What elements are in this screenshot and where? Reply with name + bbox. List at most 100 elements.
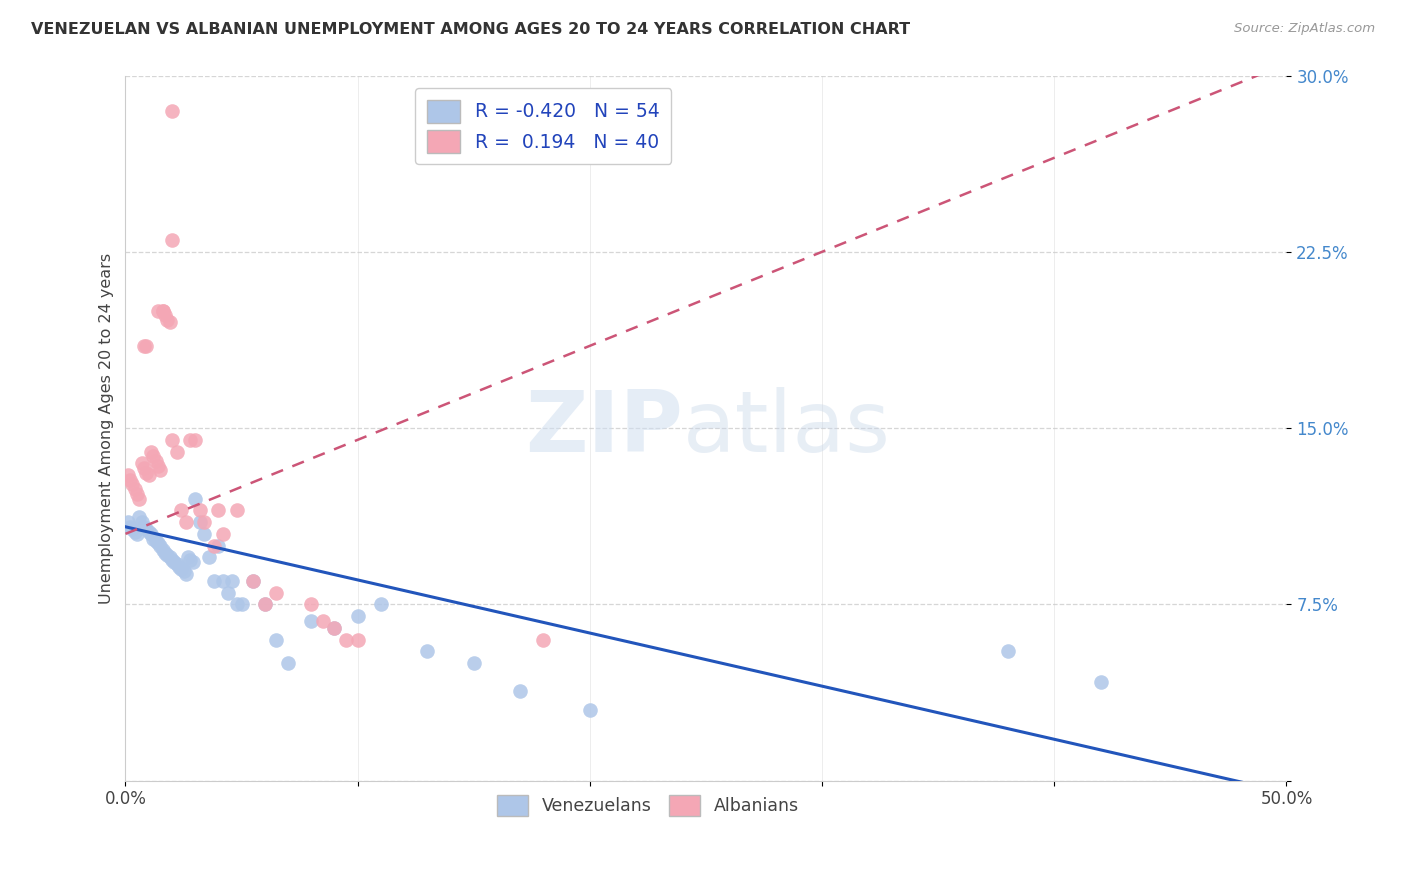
Point xyxy=(299,598,322,612)
Point xyxy=(198,550,221,565)
Point xyxy=(152,303,174,318)
Point xyxy=(160,233,183,247)
Point xyxy=(346,632,368,647)
Point xyxy=(346,609,368,624)
Point xyxy=(253,598,276,612)
Point xyxy=(416,644,439,658)
Point xyxy=(188,515,211,529)
Point xyxy=(221,574,243,588)
Point xyxy=(145,533,167,548)
Point xyxy=(146,458,169,473)
Text: ZIP: ZIP xyxy=(524,386,683,469)
Point xyxy=(509,684,531,698)
Point xyxy=(579,703,602,717)
Point xyxy=(184,491,207,506)
Point xyxy=(117,468,139,483)
Point xyxy=(207,539,229,553)
Point xyxy=(135,466,157,480)
Point xyxy=(323,621,346,635)
Point xyxy=(128,510,150,524)
Point xyxy=(181,555,204,569)
Point xyxy=(193,515,215,529)
Point xyxy=(997,644,1019,658)
Point xyxy=(226,598,249,612)
Point xyxy=(188,503,211,517)
Point xyxy=(299,614,322,628)
Point xyxy=(125,487,148,501)
Point xyxy=(152,303,174,318)
Point xyxy=(159,315,181,329)
Point xyxy=(124,524,146,539)
Point xyxy=(166,444,188,458)
Point xyxy=(125,526,148,541)
Point xyxy=(177,550,200,565)
Point xyxy=(131,515,153,529)
Point xyxy=(266,585,288,599)
Point xyxy=(170,503,193,517)
Point xyxy=(226,503,249,517)
Point xyxy=(242,574,264,588)
Point xyxy=(153,546,176,560)
Point xyxy=(212,526,235,541)
Point xyxy=(277,656,299,670)
Point xyxy=(170,562,193,576)
Point xyxy=(142,450,165,464)
Point xyxy=(231,598,253,612)
Point xyxy=(160,433,183,447)
Point xyxy=(174,515,197,529)
Point xyxy=(135,339,157,353)
Point xyxy=(142,532,165,546)
Point xyxy=(132,520,155,534)
Point xyxy=(166,558,188,572)
Point xyxy=(312,614,335,628)
Point xyxy=(145,454,167,468)
Text: atlas: atlas xyxy=(683,386,891,469)
Point xyxy=(335,632,357,647)
Text: Source: ZipAtlas.com: Source: ZipAtlas.com xyxy=(1234,22,1375,36)
Point xyxy=(149,539,172,553)
Point xyxy=(120,520,142,534)
Point xyxy=(242,574,264,588)
Point xyxy=(128,491,150,506)
Legend: Venezuelans, Albanians: Venezuelans, Albanians xyxy=(488,787,808,825)
Point xyxy=(152,543,174,558)
Point xyxy=(184,433,207,447)
Point xyxy=(153,308,176,322)
Point xyxy=(138,468,160,483)
Point xyxy=(463,656,485,670)
Point xyxy=(121,522,143,536)
Point xyxy=(156,548,179,562)
Point xyxy=(323,621,346,635)
Point xyxy=(135,522,157,536)
Point xyxy=(212,574,235,588)
Point xyxy=(132,339,155,353)
Point xyxy=(124,482,146,496)
Point xyxy=(117,515,139,529)
Point xyxy=(138,524,160,539)
Point xyxy=(139,526,162,541)
Point xyxy=(179,552,201,566)
Point xyxy=(163,555,186,569)
Point xyxy=(217,585,239,599)
Point xyxy=(202,574,225,588)
Point xyxy=(160,103,183,118)
Point xyxy=(266,632,288,647)
Point xyxy=(207,503,229,517)
Point xyxy=(160,552,183,566)
Point xyxy=(146,536,169,550)
Point xyxy=(1090,674,1112,689)
Point xyxy=(159,550,181,565)
Point xyxy=(139,444,162,458)
Point xyxy=(120,473,142,487)
Point xyxy=(156,313,179,327)
Point xyxy=(179,433,201,447)
Point xyxy=(149,463,172,477)
Point xyxy=(202,539,225,553)
Point xyxy=(121,477,143,491)
Point xyxy=(193,526,215,541)
Point xyxy=(167,559,190,574)
Point xyxy=(533,632,555,647)
Point xyxy=(131,456,153,470)
Point xyxy=(173,565,195,579)
Point xyxy=(146,303,169,318)
